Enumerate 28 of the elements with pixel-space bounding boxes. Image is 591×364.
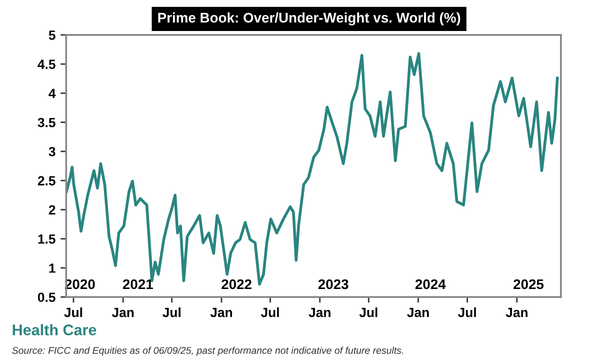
x2-tick-label: 2021 <box>122 279 153 290</box>
x-tick-label: Jul <box>162 307 180 318</box>
x-tick-label: Jul <box>64 307 82 318</box>
source-note: Source: FICC and Equities as of 06/09/25, past performance not indicative of future results. <box>12 346 403 356</box>
x-tick-label: Jan <box>308 308 330 318</box>
y-tick-label: 2.5 <box>38 176 56 186</box>
y-tick-label: 4 <box>48 88 56 98</box>
x-tick-label: Jan <box>112 308 134 318</box>
x2-tick-label: 2022 <box>222 279 252 290</box>
y-tick-label: 0.5 <box>38 292 56 302</box>
y-tick-label: 2 <box>48 205 56 214</box>
y-tick-label: 5 <box>48 30 56 40</box>
text: Health Care <box>12 324 96 336</box>
x-tick-label: Jan <box>407 308 429 318</box>
x-tick-label: Jul <box>359 307 378 318</box>
y-tick-label: 1 <box>49 264 56 273</box>
x-tick-label: Jan <box>506 308 528 318</box>
y-tick-label: 4.5 <box>38 60 56 69</box>
x-tick-label: Jan <box>210 308 232 318</box>
chart-title: Prime Book: Over/Under-Weight vs. World (%) <box>158 12 460 26</box>
y-tick-label: 3 <box>48 146 56 156</box>
x2-tick-label: 2025 <box>514 279 544 290</box>
y-tick-label: 3.5 <box>38 118 56 128</box>
x-tick-label: Jul <box>260 307 279 318</box>
x-tick-label: Jul <box>458 307 476 318</box>
y-tick-label: 1.5 <box>38 234 56 244</box>
x2-tick-label: 2023 <box>318 279 348 290</box>
x2-tick-label: 2024 <box>415 279 446 290</box>
